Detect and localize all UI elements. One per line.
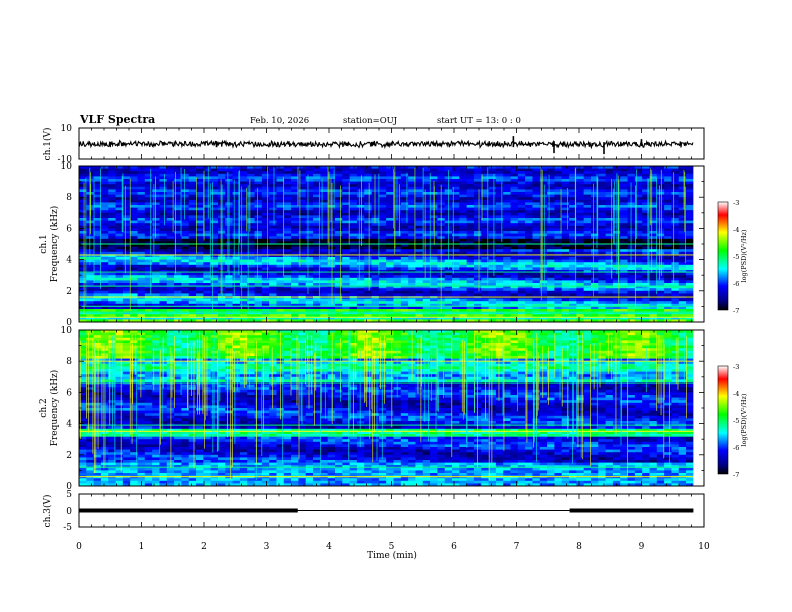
ch2-cb-tick-m6: -6	[733, 444, 739, 452]
xtick-9: 9	[639, 542, 645, 552]
ch1-cb-tick-m5: -5	[733, 253, 739, 261]
figure-title: VLF Spectra	[79, 113, 155, 126]
ch1-ylabel: ch.1(V)	[42, 128, 53, 161]
xtick-10: 10	[698, 542, 710, 552]
ch1-spec-ylabel-channel: ch.1	[39, 234, 49, 253]
start-ut-label: start UT = 13: 0 : 0	[437, 116, 521, 126]
ch2-spec-ytick-0: 0	[66, 482, 72, 492]
date-label: Feb. 10, 2026	[250, 116, 309, 126]
ch1-spec-ytick-4: 4	[66, 256, 72, 266]
ch1-spec-ytick-0: 0	[66, 318, 72, 328]
ch1-cb-tick-m7: -7	[733, 307, 739, 315]
xtick-1: 1	[139, 542, 145, 552]
xtick-4: 4	[326, 542, 332, 552]
ch1-yticks: 0 2 4 6 8 10	[61, 162, 73, 328]
ch1-waveform-trace	[78, 139, 694, 150]
ch2-spec-ylabel-channel: ch.2	[39, 398, 49, 417]
ch2-cb-tick-m4: -4	[733, 390, 739, 398]
x-axis-tick-labels: 0 1 2 3 4 5 6 7 8 9 10	[76, 542, 710, 552]
ch1-spikes	[109, 136, 643, 155]
ch1-spec-ytick-10: 10	[61, 162, 73, 172]
ch1-spectrogram-image	[79, 166, 704, 322]
ch3-ytick-top: 5	[66, 490, 72, 500]
ch2-spectrogram-panel: 0 2 4 6 8 10 ch.2 Frequency (kHz) -3 -4 …	[39, 326, 748, 492]
ch1-spec-ytick-6: 6	[66, 224, 72, 234]
xtick-0: 0	[76, 542, 82, 552]
ch2-spec-ytick-4: 4	[66, 420, 72, 430]
ch1-spectrogram-panel: 0 2 4 6 8 10 ch.1 Frequency (kHz) -3 -4 …	[39, 162, 748, 328]
xtick-8: 8	[576, 542, 582, 552]
ch3-ytick-bottom: -5	[63, 523, 72, 533]
ch2-colorbar-label: log(PSD)(V²/Hz)	[740, 393, 748, 446]
ch1-waveform-panel: 10 -10 ch.1(V)	[42, 124, 705, 165]
axis-ticks	[78, 128, 705, 527]
ch1-spec-ytick-8: 8	[66, 193, 72, 203]
x-axis-label: Time (min)	[367, 550, 417, 561]
ch1-colorbar-label: log(PSD)(V²/Hz)	[740, 229, 748, 282]
ch2-spec-ytick-10: 10	[61, 326, 73, 336]
xtick-3: 3	[264, 542, 270, 552]
ch2-cb-tick-m3: -3	[733, 363, 739, 371]
ch2-spectrogram-image	[79, 330, 704, 486]
ch2-cb-tick-m5: -5	[733, 417, 739, 425]
station-label: station=OUJ	[343, 116, 398, 126]
xtick-7: 7	[514, 542, 520, 552]
ch3-ytick-mid: 0	[66, 507, 72, 517]
ch1-cb-tick-m4: -4	[733, 226, 739, 234]
xtick-5: 5	[389, 542, 395, 552]
ch2-spec-ytick-2: 2	[66, 451, 72, 461]
ch2-colorbar	[717, 365, 729, 475]
ch1-spec-ytick-2: 2	[66, 287, 72, 297]
xtick-2: 2	[201, 542, 207, 552]
ch1-ytick-bottom: -10	[58, 155, 73, 165]
ch3-ylabel: ch.3(V)	[42, 495, 53, 528]
ch1-spec-ylabel: Frequency (kHz)	[49, 206, 60, 283]
ch2-spec-ytick-8: 8	[66, 357, 72, 367]
ch1-cb-tick-m3: -3	[733, 199, 739, 207]
ch1-colorbar	[717, 201, 729, 311]
ch2-spec-ylabel: Frequency (kHz)	[49, 370, 60, 447]
ch2-cb-tick-m7: -7	[733, 471, 739, 479]
ch2-yticks: 0 2 4 6 8 10	[61, 326, 73, 492]
xtick-6: 6	[451, 542, 457, 552]
ch1-ytick-top: 10	[61, 124, 73, 134]
ch1-cb-tick-m6: -6	[733, 280, 739, 288]
ch3-signal-panel: 5 0 -5 ch.3(V)	[42, 490, 705, 533]
ch2-spec-ytick-6: 6	[66, 388, 72, 398]
